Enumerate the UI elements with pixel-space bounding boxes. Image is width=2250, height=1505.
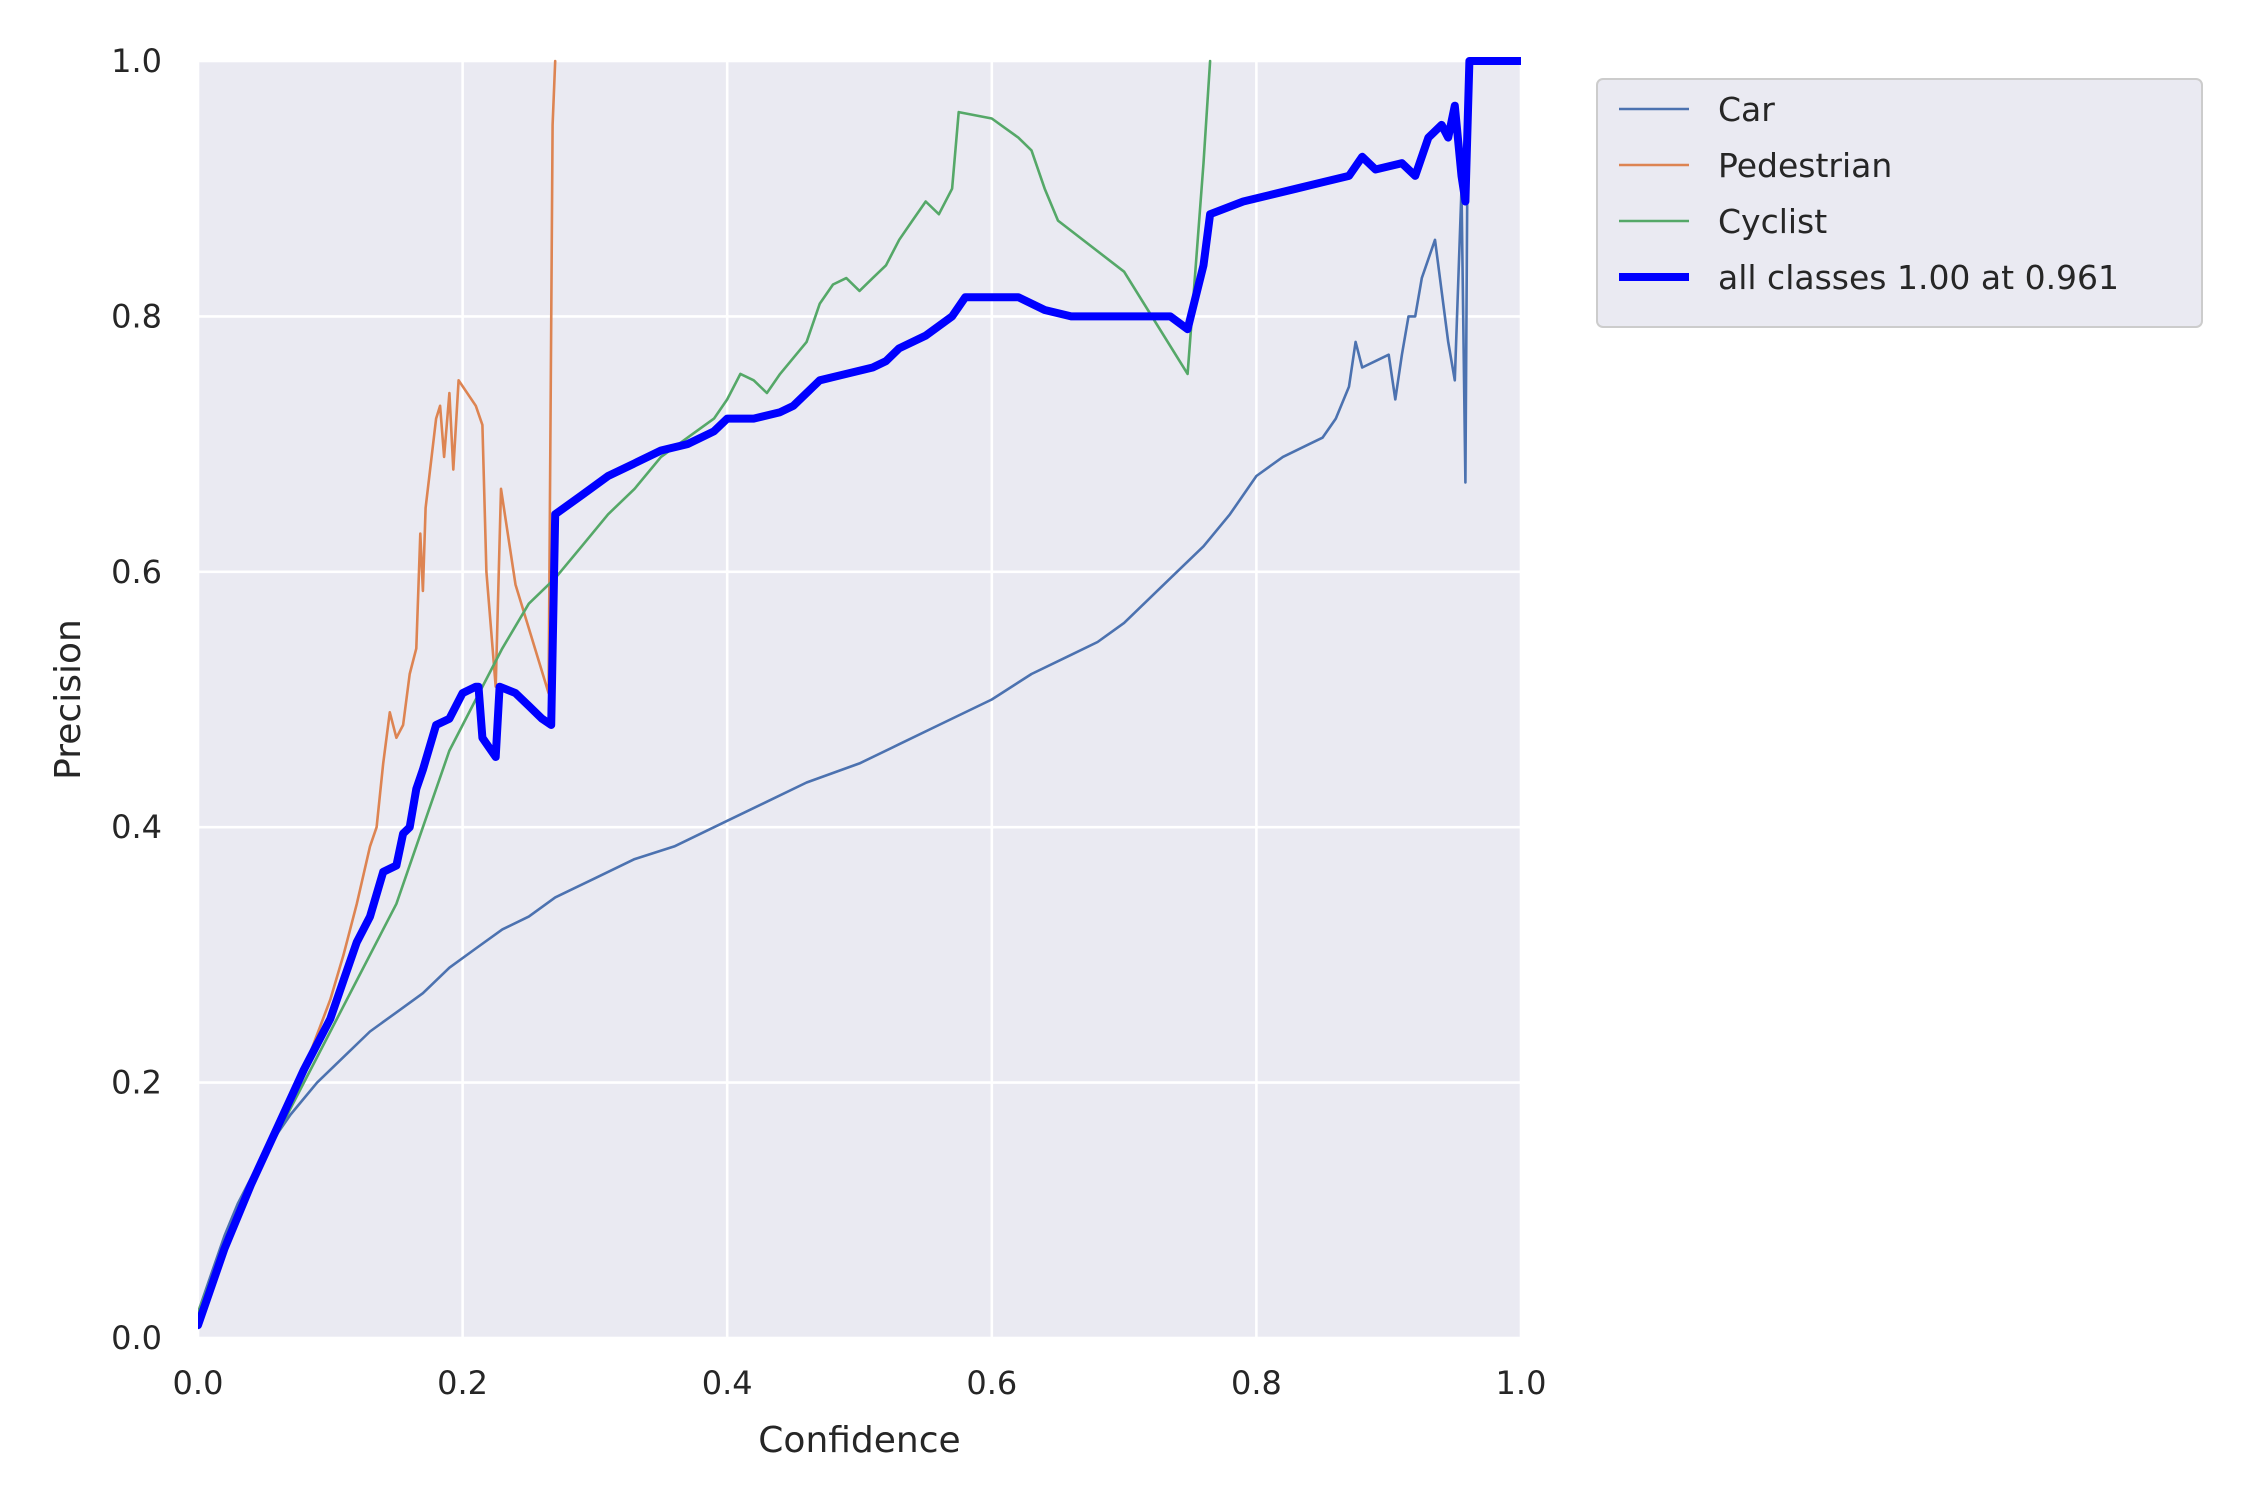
x-tick-label: 0.8 (1231, 1364, 1282, 1402)
x-tick-label: 0.4 (702, 1364, 753, 1402)
y-tick-label: 1.0 (111, 42, 162, 80)
y-tick-label: 0.0 (111, 1319, 162, 1357)
series-lines (198, 57, 1521, 1330)
y-tick-label: 0.6 (111, 553, 162, 591)
x-tick-label: 0.2 (437, 1364, 488, 1402)
tick-labels: 0.0 0.2 0.4 0.6 0.8 1.0 0.0 0.2 0.4 0.6 0.8 1.0 (111, 42, 1546, 1402)
legend-label: Cyclist (1718, 202, 1827, 241)
x-axis-label: Confidence (758, 1420, 960, 1461)
legend-label: all classes 1.00 at 0.961 (1718, 258, 2119, 297)
y-tick-label: 0.2 (111, 1064, 162, 1102)
x-tick-label: 0.0 (173, 1364, 224, 1402)
series-line-all (198, 57, 1521, 1330)
legend-box (1596, 78, 2203, 328)
legend-label: Pedestrian (1718, 146, 1892, 185)
series-line-cyclist (198, 59, 1212, 1314)
legend: Car Pedestrian Cyclist all classes 1.00 at … (1596, 78, 2203, 328)
y-tick-label: 0.4 (111, 808, 162, 846)
grid-lines (196, 59, 1523, 1340)
plot-area (198, 61, 1521, 1338)
series-line-pedestrian (198, 59, 557, 1314)
y-axis-label: Precision (48, 619, 89, 780)
x-tick-label: 1.0 (1496, 1364, 1547, 1402)
x-tick-label: 0.6 (966, 1364, 1017, 1402)
y-tick-label: 0.8 (111, 297, 162, 335)
series-line-car (198, 59, 1521, 1314)
legend-label: Car (1718, 90, 1775, 129)
